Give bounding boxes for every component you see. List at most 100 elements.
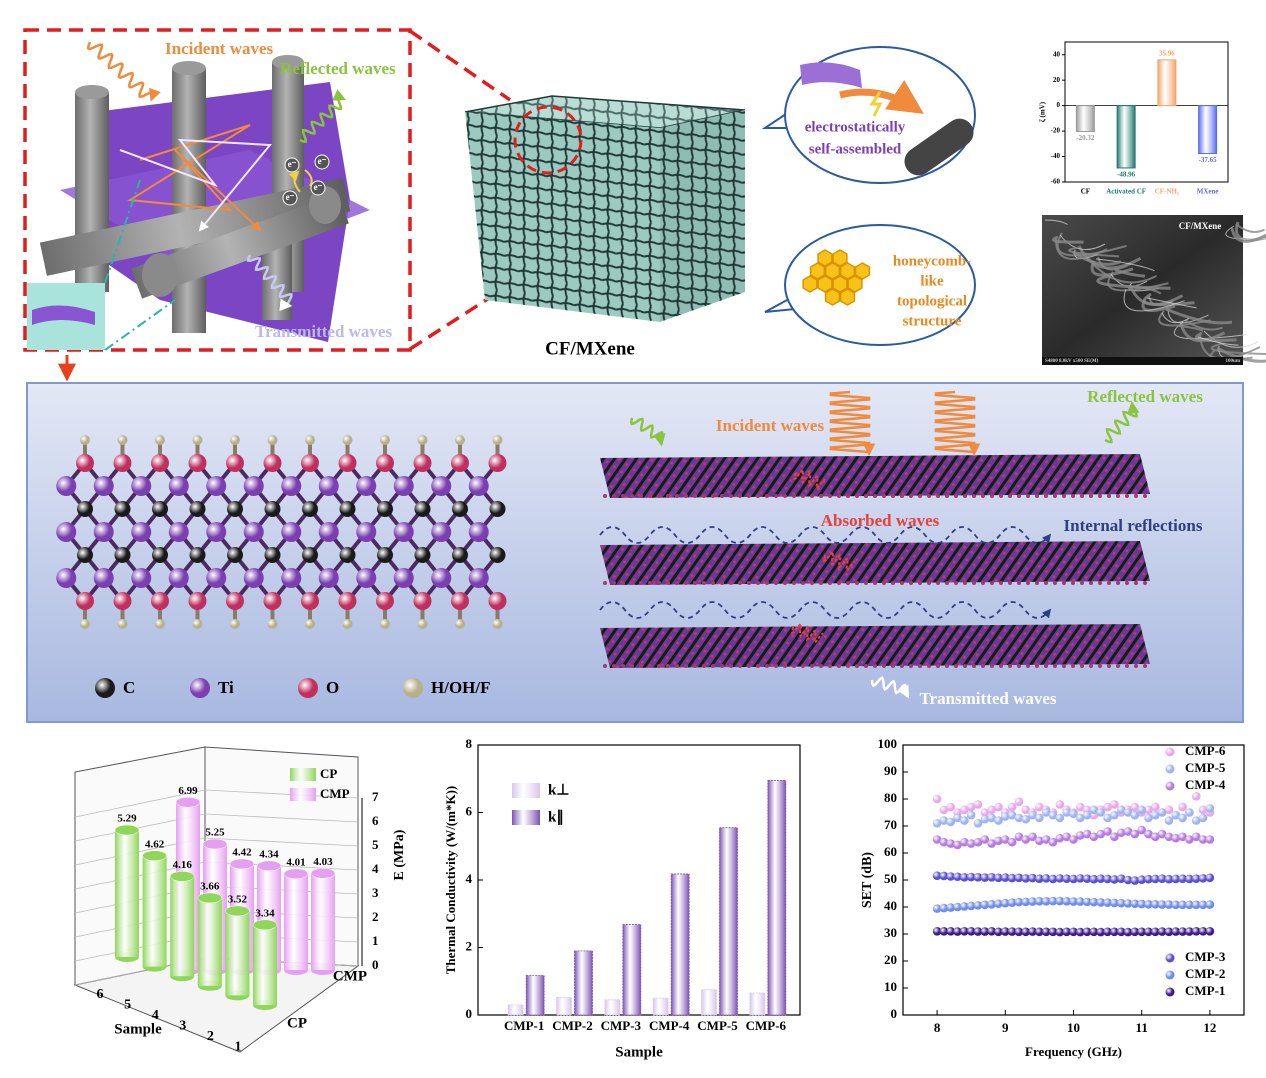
point [1178,927,1187,936]
point [1191,792,1201,801]
point [1157,829,1167,839]
electron [310,180,326,196]
y-tick-label: 30 [884,925,897,940]
edge-atom [891,494,895,498]
atom [356,476,377,496]
transmitted-label: Transmitted waves [255,322,392,341]
point [1151,810,1160,820]
legend-label: CMP-3 [1185,949,1226,964]
bar [652,997,669,1016]
atom [230,619,240,629]
point [946,839,956,848]
edge-atom [855,581,859,585]
sem-fiber [1128,284,1184,306]
edge-atom [1062,664,1066,668]
absorbed-wave [792,467,826,490]
point [953,840,962,850]
wave [629,417,666,447]
point [1007,927,1017,936]
atom [413,454,432,472]
hex [809,262,826,280]
carbon-fiber-frame [39,55,351,333]
point [1130,899,1140,909]
point [1001,927,1010,936]
point [1076,802,1085,812]
edge-atom [1098,664,1102,668]
point [1116,927,1126,937]
edge-atom [621,494,625,498]
point [1041,897,1051,906]
value-label: 3.52 [228,893,248,905]
edge-atom [999,581,1003,585]
electron-path [294,170,313,193]
point [1185,874,1194,884]
point [1007,837,1017,847]
point [1191,816,1201,825]
x-tick-label: CMP-3 [601,1018,642,1033]
wave [246,254,293,312]
incident-label: Incident waves [716,416,825,435]
atom [489,501,506,517]
point [987,873,996,882]
plot-frame [1064,41,1229,183]
bar [1198,105,1218,155]
sem-texture [1044,219,1266,363]
edge-atom [864,581,868,585]
point [1137,927,1146,937]
edge-atom [675,494,679,498]
y-tick-label: 2 [466,938,473,953]
atom [168,476,189,496]
edge-atom [702,494,706,498]
bubble-text: topological [897,293,967,309]
edge-atom [927,664,931,668]
atom [206,568,227,588]
value-label: 4.42 [232,846,252,858]
point [932,871,942,880]
atom [455,619,465,629]
atom [413,592,432,610]
point [1062,927,1071,937]
edge-atom [990,494,994,498]
y-tick-label: 60 [884,844,897,859]
sem-fiber [1197,336,1239,346]
edge-atom [603,664,607,668]
atom [189,501,206,517]
atom [114,547,131,563]
legend-marker [1165,953,1175,963]
point [994,873,1003,883]
legend-label: CMP-4 [1185,777,1226,792]
point [994,816,1003,825]
mxene-layers [599,454,1150,668]
x-tick-label: CF [1081,188,1090,196]
point [1116,805,1126,815]
bar [556,997,572,1016]
wave [1104,401,1140,444]
atom [243,476,264,496]
edge-atom [657,581,661,585]
point [1191,927,1201,936]
edge-atom [1143,581,1147,585]
z-tick-label: 7 [372,789,379,804]
bar [253,924,277,1005]
atom [414,501,431,517]
edge-atom [765,581,769,585]
edge-atom [936,664,940,668]
edge-atom [684,581,688,585]
point [1110,800,1119,809]
edge-atom [1008,664,1012,668]
atom [451,592,469,610]
atom [339,501,356,517]
atom [301,592,319,610]
edge-atom [630,581,634,585]
layer [600,624,1150,668]
point [1089,874,1099,884]
bar [225,910,250,996]
y-tick-label: 8 [466,736,473,751]
edge-atom [873,494,877,498]
point [960,837,969,847]
point [1164,874,1174,884]
point [1185,927,1194,936]
edge-atom [855,494,859,498]
edge-atom [846,494,850,498]
